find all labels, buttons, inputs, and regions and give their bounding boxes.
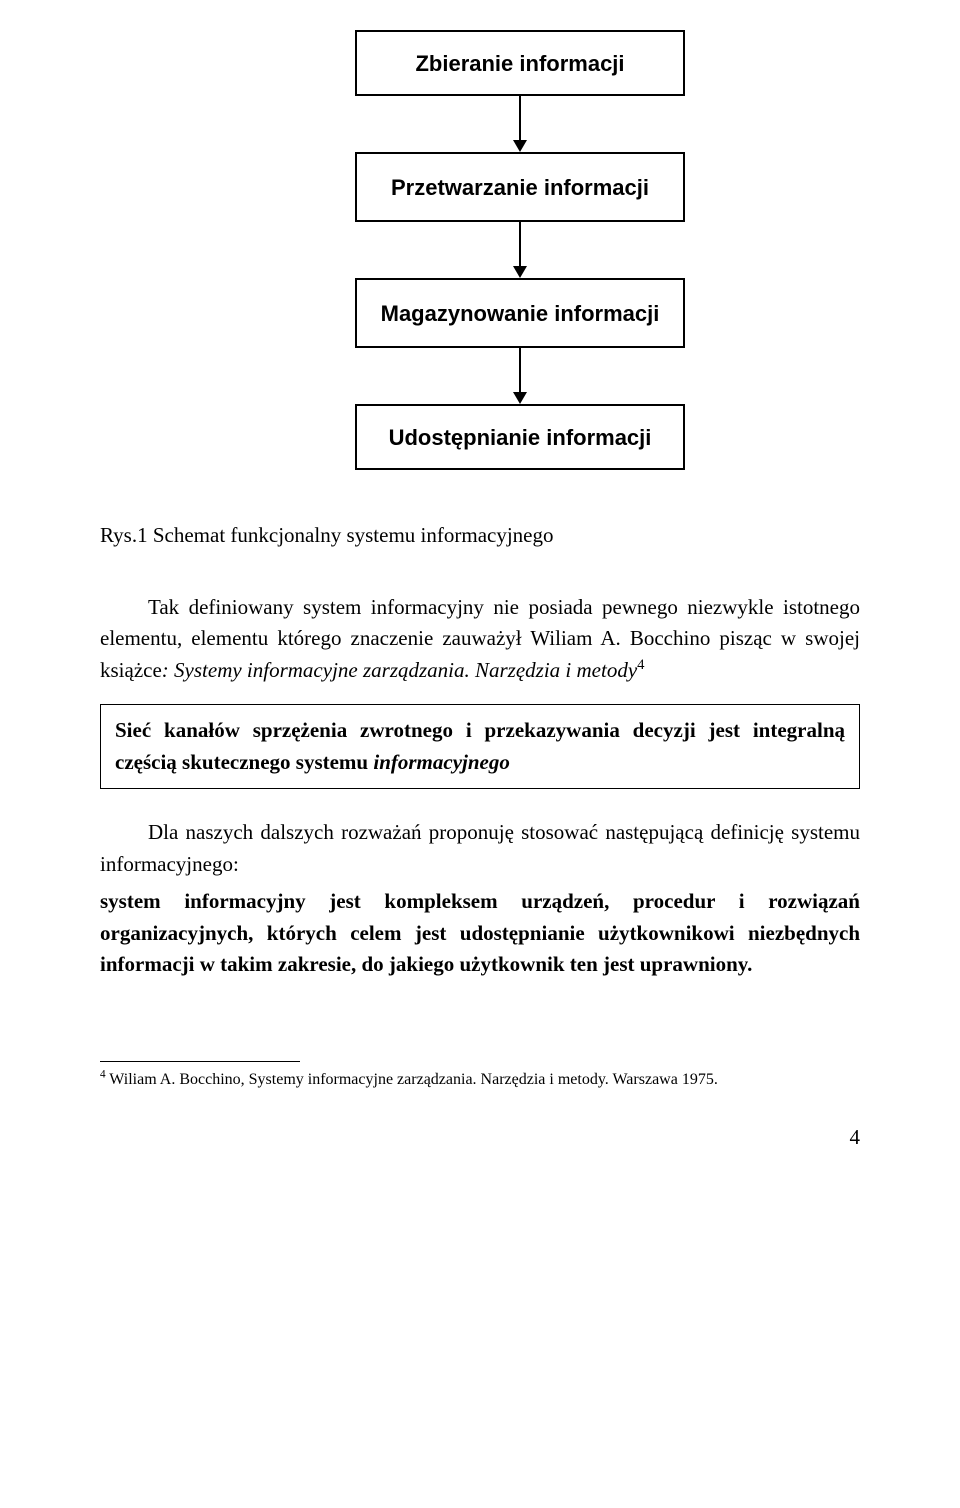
- flow-node-label: Udostępnianie informacji: [389, 421, 652, 454]
- flow-node-label: Magazynowanie informacji: [381, 297, 660, 330]
- flow-node-n4: Udostępnianie informacji: [355, 404, 685, 470]
- footnote-separator: [100, 1061, 300, 1062]
- flow-arrow: [511, 96, 529, 152]
- quote-italic: informacyjnego: [373, 750, 510, 774]
- flow-node-n2: Przetwarzanie informacji: [355, 152, 685, 222]
- quote-box: Sieć kanałów sprzężenia zwrotnego i prze…: [100, 704, 860, 789]
- definition-text: system informacyjny jest kompleksem urzą…: [100, 886, 860, 981]
- para1-italic: : Systemy informacyjne zarządzania. Narz…: [162, 658, 637, 682]
- flow-arrow: [511, 222, 529, 278]
- footnote-4: 4 Wiliam A. Bocchino, Systemy informacyj…: [100, 1068, 860, 1092]
- footnote-ref-4: 4: [637, 657, 644, 673]
- flow-node-label: Przetwarzanie informacji: [391, 171, 649, 204]
- page-number: 4: [100, 1122, 860, 1154]
- flow-node-n3: Magazynowanie informacji: [355, 278, 685, 348]
- body-paragraph-2: Dla naszych dalszych rozważań proponuję …: [100, 817, 860, 880]
- flowchart: Zbieranie informacji Przetwarzanie inform…: [180, 30, 860, 470]
- flow-node-label: Zbieranie informacji: [415, 47, 624, 80]
- footnote-text: Wiliam A. Bocchino, Systemy informacyjne…: [106, 1071, 718, 1088]
- body-paragraph-1: Tak definiowany system informacyjny nie …: [100, 592, 860, 687]
- flow-node-n1: Zbieranie informacji: [355, 30, 685, 96]
- flow-arrow: [511, 348, 529, 404]
- figure-caption: Rys.1 Schemat funkcjonalny systemu infor…: [100, 520, 860, 552]
